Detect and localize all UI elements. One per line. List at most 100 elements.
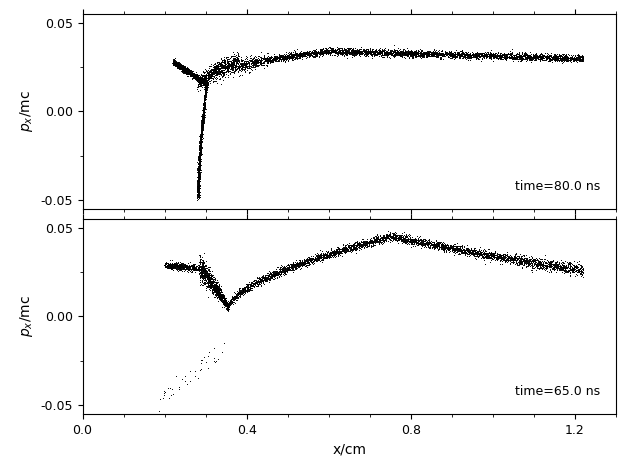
Point bbox=[444, 244, 455, 252]
Point bbox=[295, 53, 305, 60]
Point bbox=[455, 52, 465, 59]
Point bbox=[215, 289, 225, 297]
Point bbox=[196, 131, 206, 138]
Point bbox=[190, 74, 201, 81]
Point bbox=[452, 245, 462, 252]
Point bbox=[166, 261, 176, 269]
Point bbox=[176, 262, 186, 270]
Point bbox=[509, 255, 519, 262]
Point bbox=[218, 62, 228, 69]
Point bbox=[439, 242, 449, 250]
Point bbox=[259, 56, 269, 63]
Point bbox=[232, 65, 242, 72]
Point bbox=[194, 191, 204, 198]
Point bbox=[535, 259, 545, 266]
Point bbox=[455, 53, 465, 60]
Point bbox=[417, 51, 427, 59]
Point bbox=[182, 67, 192, 74]
Point bbox=[524, 258, 534, 266]
Point bbox=[196, 270, 206, 278]
Point bbox=[178, 66, 188, 73]
Point bbox=[252, 56, 262, 63]
Point bbox=[392, 232, 402, 239]
Point bbox=[427, 50, 437, 58]
Point bbox=[189, 72, 199, 79]
Point bbox=[204, 282, 215, 290]
Point bbox=[342, 51, 352, 58]
Point bbox=[457, 54, 467, 61]
Point bbox=[544, 53, 554, 60]
Point bbox=[567, 54, 577, 62]
Point bbox=[270, 271, 280, 278]
Point bbox=[540, 261, 551, 269]
Point bbox=[199, 259, 209, 267]
Point bbox=[455, 51, 465, 58]
Point bbox=[496, 253, 506, 260]
Point bbox=[201, 277, 211, 284]
Point bbox=[533, 257, 544, 265]
Point bbox=[481, 254, 491, 261]
Point bbox=[403, 236, 413, 243]
Point bbox=[505, 48, 515, 55]
Point bbox=[185, 69, 195, 77]
Point bbox=[566, 263, 577, 270]
Point bbox=[550, 261, 560, 269]
Point bbox=[206, 272, 216, 280]
Point bbox=[269, 272, 279, 280]
Point bbox=[173, 62, 183, 70]
Point bbox=[335, 249, 345, 257]
Point bbox=[188, 74, 198, 81]
Point bbox=[488, 251, 498, 258]
Point bbox=[163, 263, 173, 271]
Point bbox=[194, 132, 204, 140]
Point bbox=[239, 57, 250, 65]
Point bbox=[304, 259, 314, 267]
Point bbox=[173, 62, 183, 70]
Point bbox=[221, 64, 231, 71]
Point bbox=[300, 259, 311, 266]
Point bbox=[192, 189, 203, 197]
Point bbox=[354, 243, 364, 250]
Point bbox=[535, 263, 545, 270]
Point bbox=[196, 118, 206, 125]
Point bbox=[373, 49, 384, 57]
Point bbox=[302, 49, 312, 56]
Point bbox=[194, 133, 204, 140]
Point bbox=[208, 282, 218, 289]
Point bbox=[198, 78, 208, 86]
Point bbox=[278, 54, 288, 62]
Point bbox=[574, 52, 584, 60]
Point bbox=[176, 60, 186, 67]
Point bbox=[508, 53, 518, 60]
Point bbox=[204, 77, 215, 85]
Point bbox=[298, 52, 309, 60]
Point bbox=[216, 294, 226, 302]
Point bbox=[196, 78, 206, 86]
Point bbox=[168, 58, 178, 66]
Point bbox=[177, 62, 187, 70]
Point bbox=[514, 55, 525, 63]
Point bbox=[177, 62, 187, 69]
Point bbox=[196, 141, 206, 149]
Point bbox=[356, 244, 366, 251]
Point bbox=[194, 80, 204, 88]
Point bbox=[474, 250, 484, 258]
Point bbox=[547, 56, 557, 63]
Point bbox=[337, 50, 347, 58]
Point bbox=[185, 68, 196, 76]
Point bbox=[238, 286, 248, 293]
Point bbox=[190, 75, 201, 82]
Point bbox=[503, 258, 513, 265]
Point bbox=[348, 244, 358, 251]
Point bbox=[221, 294, 231, 301]
Point bbox=[413, 51, 423, 59]
Point bbox=[509, 53, 519, 60]
Point bbox=[170, 61, 180, 68]
Point bbox=[194, 187, 204, 194]
Point bbox=[197, 281, 208, 289]
Point bbox=[383, 49, 393, 56]
Point bbox=[389, 234, 399, 242]
Point bbox=[251, 56, 262, 64]
Point bbox=[216, 286, 226, 293]
Point bbox=[192, 188, 203, 196]
